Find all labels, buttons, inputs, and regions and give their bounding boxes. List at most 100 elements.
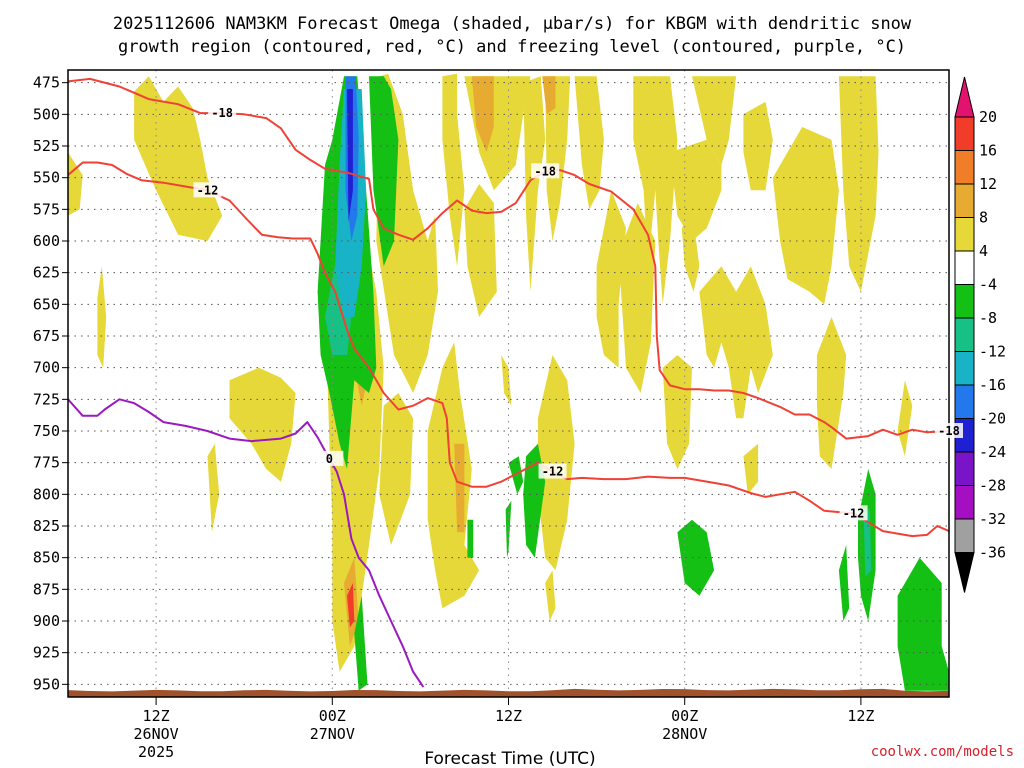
- colorbar-box-1: [954, 116, 975, 151]
- colorbar-box-4: [954, 217, 975, 252]
- y-tick-label-900: 900: [33, 612, 60, 630]
- colorbar-top-arrow: [954, 76, 975, 118]
- omega-region-38: [347, 583, 355, 628]
- y-tick-label-500: 500: [33, 105, 60, 123]
- colorbar-label-3: 8: [979, 209, 988, 227]
- x-tick-label-36-0: 12Z: [495, 707, 522, 725]
- x-tick-label-48-0: 00Z: [671, 707, 698, 725]
- contour-minus18-label-0: -18: [211, 106, 233, 120]
- colorbar-box-5: [954, 250, 975, 285]
- y-tick-label-775: 775: [33, 454, 60, 472]
- omega-region-20: [618, 203, 656, 393]
- contour-minus12-label-2: -12: [843, 506, 865, 520]
- colorbar-legend: 20 16 12 8 4 -4 -8 -12 -16 -20 -24 -28 -32 -36: [954, 76, 1006, 593]
- y-tick-label-700: 700: [33, 359, 60, 377]
- contour-minus12-label-1: -12: [542, 465, 564, 479]
- contour-minus12-label-bg-2: [839, 505, 868, 521]
- colorbar-label-9: -20: [979, 410, 1006, 428]
- omega-region-29: [816, 317, 847, 469]
- omega-region-31: [743, 443, 759, 495]
- omega-region-43: [508, 456, 524, 495]
- x-tick-label-12-0: 12Z: [143, 707, 170, 725]
- colorbar-label-5: -4: [979, 276, 997, 294]
- omega-region-35: [454, 443, 465, 533]
- y-tick-label-650: 650: [33, 295, 60, 313]
- colorbar-label-12: -32: [979, 510, 1006, 528]
- colorbar-box-9: [954, 384, 975, 419]
- omega-region-30: [838, 76, 879, 292]
- contour-freezing-level: [68, 398, 425, 688]
- omega-region-34: [542, 76, 556, 115]
- colorbar-label-13: -36: [979, 544, 1006, 562]
- colorbar-label-7: -12: [979, 343, 1006, 361]
- omega-region-1: [68, 152, 83, 216]
- omega-region-28: [772, 127, 839, 305]
- y-tick-label-625: 625: [33, 264, 60, 282]
- omega-region-21: [652, 76, 678, 305]
- y-axis: 475 500 525 550 575 600 625 650 675 700 725 750 775 8…: [33, 74, 68, 693]
- omega-region-51: [863, 507, 872, 577]
- y-tick-label-750: 750: [33, 422, 60, 440]
- omega-region-48: [838, 545, 850, 621]
- omega-region-9: [442, 73, 465, 267]
- y-tick-label-800: 800: [33, 485, 60, 503]
- omega-region-13: [523, 76, 546, 292]
- omega-region-18: [596, 190, 626, 368]
- x-tick-label-12-1: 26NOV: [134, 725, 179, 743]
- y-tick-label-475: 475: [33, 74, 60, 92]
- y-tick-label-675: 675: [33, 327, 60, 345]
- colorbar-box-13: [954, 518, 975, 553]
- colorbar-box-12: [954, 485, 975, 520]
- colorbar-label-10: -24: [979, 443, 1006, 461]
- chart-title-line-2: growth region (contoured, red, °C) and f…: [118, 37, 906, 57]
- omega-region-25: [692, 76, 737, 165]
- contour-minus18-label-bg-0: [208, 105, 237, 121]
- contour-minus18-label-2: -18: [938, 424, 960, 438]
- contour-minus18-label-bg-2: [935, 423, 963, 438]
- contour-minus18-label-1: -18: [534, 164, 556, 178]
- omega-region-2: [97, 266, 107, 368]
- colorbar-box-11: [954, 451, 975, 486]
- colorbar-box-8: [954, 351, 975, 386]
- colorbar-bottom-arrow: [954, 552, 975, 593]
- colorbar-box-7: [954, 317, 975, 352]
- colorbar-box-6: [954, 284, 975, 319]
- omega-region-23: [670, 139, 722, 241]
- omega-region-42: [467, 519, 474, 558]
- colorbar-label-0: 20: [979, 108, 997, 126]
- contour-minus18-label-bg-1: [531, 163, 560, 179]
- y-tick-label-925: 925: [33, 644, 60, 662]
- contour-minus12-label-0: -12: [197, 183, 219, 197]
- contour-minus12-label-bg-0: [193, 182, 222, 198]
- x-tick-label-24-1: 27NOV: [310, 725, 355, 743]
- chart-title-line-1: 2025112606 NAM3KM Forecast Omega (shaded…: [113, 14, 912, 34]
- x-axis-label: Forecast Time (UTC): [424, 749, 595, 768]
- omega-region-17: [574, 76, 604, 210]
- y-tick-label-550: 550: [33, 169, 60, 187]
- y-tick-label-950: 950: [33, 675, 60, 693]
- omega-region-44: [505, 500, 512, 558]
- credit-text: coolwx.com/models: [871, 744, 1014, 760]
- x-tick-label-48-1: 28NOV: [662, 725, 707, 743]
- x-tick-label-12-2: 2025: [138, 743, 174, 761]
- terrain-ground: [68, 688, 949, 697]
- x-tick-label-60-0: 12Z: [847, 707, 874, 725]
- x-tick-label-24-0: 00Z: [319, 707, 346, 725]
- omega-region-54: [347, 89, 353, 222]
- plot-area: [68, 70, 949, 697]
- y-tick-label-600: 600: [33, 232, 60, 250]
- omega-region-46: [677, 519, 715, 596]
- colorbar-label-8: -16: [979, 376, 1006, 394]
- colorbar-label-2: 12: [979, 175, 997, 193]
- contour-minus12-label-bg-1: [538, 463, 567, 479]
- colorbar-label-1: 16: [979, 142, 997, 160]
- contour-freezing-level-label-bg-0: [315, 450, 344, 466]
- omega-region-8: [427, 342, 480, 609]
- omega-region-14: [545, 76, 571, 241]
- contour-freezing-level-label-0: 0: [326, 452, 333, 466]
- y-tick-label-825: 825: [33, 517, 60, 535]
- omega-region-16: [545, 570, 556, 621]
- omega-region-4: [207, 443, 220, 533]
